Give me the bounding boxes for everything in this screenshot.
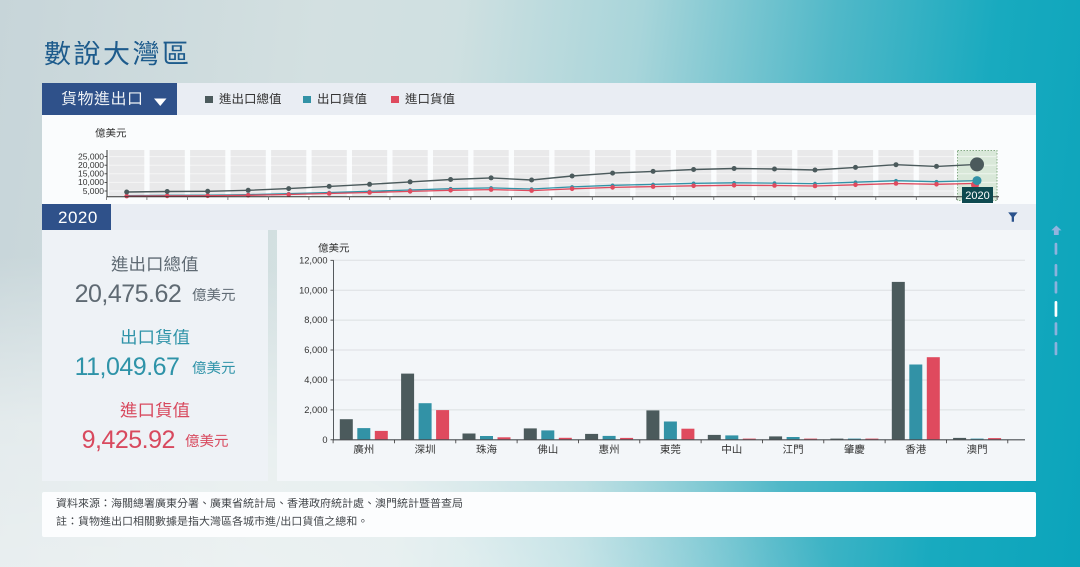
svg-text:15,000: 15,000 (78, 169, 104, 179)
svg-text:5,000: 5,000 (83, 186, 105, 196)
svg-text:4,000: 4,000 (304, 375, 327, 385)
svg-text:12,000: 12,000 (299, 255, 327, 265)
svg-text:2,000: 2,000 (304, 405, 327, 415)
svg-text:0: 0 (322, 435, 327, 445)
svg-text:20,000: 20,000 (78, 160, 104, 170)
svg-text:8,000: 8,000 (304, 315, 327, 325)
svg-text:2020: 2020 (965, 190, 989, 202)
svg-text:10,000: 10,000 (299, 285, 327, 295)
svg-text:6,000: 6,000 (304, 345, 327, 355)
svg-text:25,000: 25,000 (78, 151, 104, 161)
svg-text:10,000: 10,000 (78, 177, 104, 187)
